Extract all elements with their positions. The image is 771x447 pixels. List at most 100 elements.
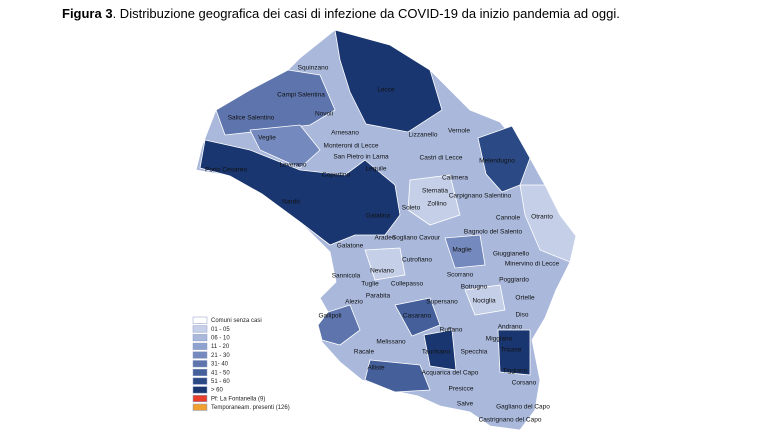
legend-swatch <box>192 316 208 324</box>
legend-label: Pf: La Fontanella (9) <box>211 396 265 402</box>
region-casarano <box>394 297 441 337</box>
municipality-label: Sannicola <box>332 273 361 280</box>
municipality-label: Collepasso <box>391 281 424 288</box>
region-neviano <box>364 247 406 281</box>
municipality-label: Botrugno <box>461 284 488 291</box>
legend-label: 06 - 10 <box>211 335 230 341</box>
municipality-label: Porto Cesareo <box>205 167 247 174</box>
region-nardo <box>199 139 401 246</box>
region-lecce <box>334 29 443 133</box>
region-center <box>407 174 461 226</box>
legend-label: 51 - 60 <box>211 379 230 385</box>
figure-label: Figura 3 <box>62 6 113 21</box>
municipality-label: Parabita <box>366 293 391 300</box>
legend-swatch <box>192 325 208 333</box>
municipality-label: Andrano <box>498 324 523 331</box>
legend-swatch <box>192 351 208 359</box>
region-maglie <box>444 234 486 269</box>
legend-label: 31- 40 <box>211 362 229 368</box>
municipality-label: Ruffano <box>440 327 463 334</box>
municipality-label: Nardò <box>282 199 300 206</box>
municipality-label: Vernole <box>448 128 470 135</box>
municipality-label: Novoli <box>315 111 333 118</box>
municipality-label: Galatina <box>366 213 391 220</box>
municipality-label: Minervino di Lecce <box>505 261 560 268</box>
municipality-label: Gagliano del Capo <box>496 404 550 411</box>
municipality-label: Cutrofiano <box>402 257 432 264</box>
municipality-label: Taurisano <box>422 349 451 356</box>
region-east <box>519 184 577 263</box>
municipality-label: Veglie <box>258 135 276 142</box>
municipality-label: Campi Salentina <box>277 92 325 99</box>
region-south <box>364 359 431 393</box>
municipality-label: Gallipoli <box>318 313 341 320</box>
municipality-label: Scorrano <box>447 272 474 279</box>
legend-swatch <box>192 403 208 411</box>
municipality-label: Copertino <box>322 172 351 179</box>
municipality-label: Zollino <box>427 201 447 208</box>
region-gallipoli <box>317 304 361 346</box>
municipality-label: Aradeo <box>375 235 396 242</box>
legend-label: Temporaneam. presenti (126) <box>211 405 290 411</box>
legend-label: > 60 <box>211 388 224 394</box>
municipality-labels: Squinzano Campi Salentina Lecce Novoli Salic… <box>205 65 559 424</box>
legend-swatch <box>192 377 208 385</box>
municipality-label: Salve <box>457 401 474 408</box>
municipality-label: Tricase <box>500 347 521 354</box>
municipality-label: Presicce <box>449 386 474 393</box>
municipality-label: Poggiardo <box>499 277 529 284</box>
legend-label: 21 - 30 <box>211 353 230 359</box>
figure-title: Figura 3. Distribuzione geografica dei c… <box>62 6 620 21</box>
municipality-label: Specchia <box>461 349 488 356</box>
municipality-label: Tuglie <box>361 281 379 288</box>
municipality-label: Maglie <box>452 247 472 254</box>
legend-swatch <box>192 360 208 368</box>
municipality-label: Lizzanello <box>409 132 438 139</box>
municipality-label: Squinzano <box>298 65 329 72</box>
municipality-label: Castrignano del Capo <box>479 417 542 424</box>
municipality-label: Leverano <box>279 162 306 169</box>
region-tricase <box>497 329 531 376</box>
legend-label: 41 - 50 <box>211 370 230 376</box>
municipality-label: Lecce <box>377 87 395 94</box>
municipality-label: Lequile <box>366 166 387 173</box>
municipality-label: Alezio <box>345 299 363 306</box>
municipality-label: Sogliano Cavour <box>392 235 441 242</box>
municipality-label: Arnesano <box>331 130 359 137</box>
region-nociglia <box>464 284 506 316</box>
municipality-label: Otranto <box>531 214 553 221</box>
municipality-label: Casarano <box>403 313 432 320</box>
region-taurisano <box>423 329 457 371</box>
municipality-label: Melendugno <box>479 158 515 165</box>
municipality-label: Monteroni di Lecce <box>324 143 379 150</box>
municipality-label: Supersano <box>426 299 458 306</box>
legend-swatch <box>192 342 208 350</box>
municipality-label: Neviano <box>370 268 394 275</box>
municipality-label: Salice Salentino <box>228 115 275 122</box>
municipality-label: Soleto <box>402 205 421 212</box>
municipality-label: San Pietro in Lama <box>333 154 389 161</box>
municipality-label: Nociglia <box>472 298 496 305</box>
municipality-label: Miggiano <box>486 336 513 343</box>
municipality-label: Ortelle <box>515 295 535 302</box>
legend-swatch <box>192 334 208 342</box>
legend-swatch <box>192 368 208 376</box>
municipality-label: Racale <box>354 349 375 356</box>
legend: Comuni senza casi 01 - 05 06 - 10 11 - 20 21… <box>192 316 290 411</box>
municipality-label: Bagnolo del Salento <box>464 229 523 236</box>
municipality-label: Giuggianello <box>493 251 530 258</box>
region-north <box>215 69 336 136</box>
legend-swatch <box>192 386 208 394</box>
municipality-label: Alliste <box>367 365 385 372</box>
municipality-label: Acquarica del Capo <box>422 370 479 377</box>
legend-swatch <box>192 395 208 403</box>
legend-label: 01 - 05 <box>211 327 230 333</box>
municipality-label: Sternatia <box>422 188 448 195</box>
region-veglie <box>249 124 321 169</box>
municipality-label: Diso <box>515 312 528 319</box>
municipality-label: Galatone <box>337 243 364 250</box>
municipality-label: Corsano <box>512 380 537 387</box>
municipality-label: Carpignano Salentino <box>449 193 512 200</box>
municipality-label: Melissano <box>376 339 406 346</box>
